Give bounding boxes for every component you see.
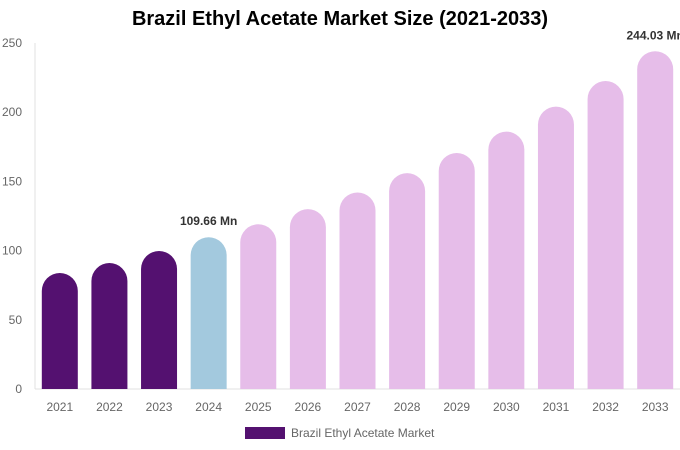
bar-2022 [91, 263, 128, 389]
legend-label: Brazil Ethyl Acetate Market [291, 426, 435, 440]
x-tick-label: 2032 [592, 400, 619, 414]
x-tick-label: 2028 [394, 400, 421, 414]
x-tick-label: 2029 [443, 400, 470, 414]
x-tick-label: 2026 [295, 400, 322, 414]
x-tick-label: 2033 [642, 400, 669, 414]
y-tick-label: 100 [2, 244, 22, 258]
x-tick-label: 2023 [146, 400, 173, 414]
bar-2027 [339, 192, 376, 389]
bar-2029 [438, 153, 475, 389]
bar-2030 [488, 131, 525, 389]
legend-swatch [245, 427, 285, 439]
bar-2026 [289, 209, 326, 389]
bar-2032 [587, 81, 624, 389]
x-tick-label: 2030 [493, 400, 520, 414]
data-label-2024: 109.66 Mn [180, 214, 237, 228]
y-tick-label: 250 [2, 36, 22, 50]
bar-2028 [389, 173, 426, 389]
bar-2025 [240, 224, 277, 389]
x-tick-label: 2022 [96, 400, 123, 414]
x-tick-label: 2031 [543, 400, 570, 414]
y-tick-label: 0 [15, 382, 22, 396]
chart-title: Brazil Ethyl Acetate Market Size (2021-2… [131, 8, 549, 30]
bar-2024 [190, 237, 227, 389]
x-tick-label: 2021 [46, 400, 73, 414]
x-tick-label: 2025 [245, 400, 272, 414]
x-tick-label: 2027 [344, 400, 371, 414]
bar-2031 [537, 106, 574, 389]
bar-2023 [141, 251, 178, 389]
x-tick-label: 2024 [195, 400, 222, 414]
y-tick-label: 200 [2, 105, 22, 119]
y-tick-label: 50 [9, 313, 23, 327]
legend: Brazil Ethyl Acetate Market [245, 426, 434, 440]
bar-2033 [637, 51, 674, 389]
y-tick-label: 150 [2, 174, 22, 188]
bar-2021 [41, 273, 78, 389]
data-label-2033: 244.03 Mn [627, 28, 680, 42]
